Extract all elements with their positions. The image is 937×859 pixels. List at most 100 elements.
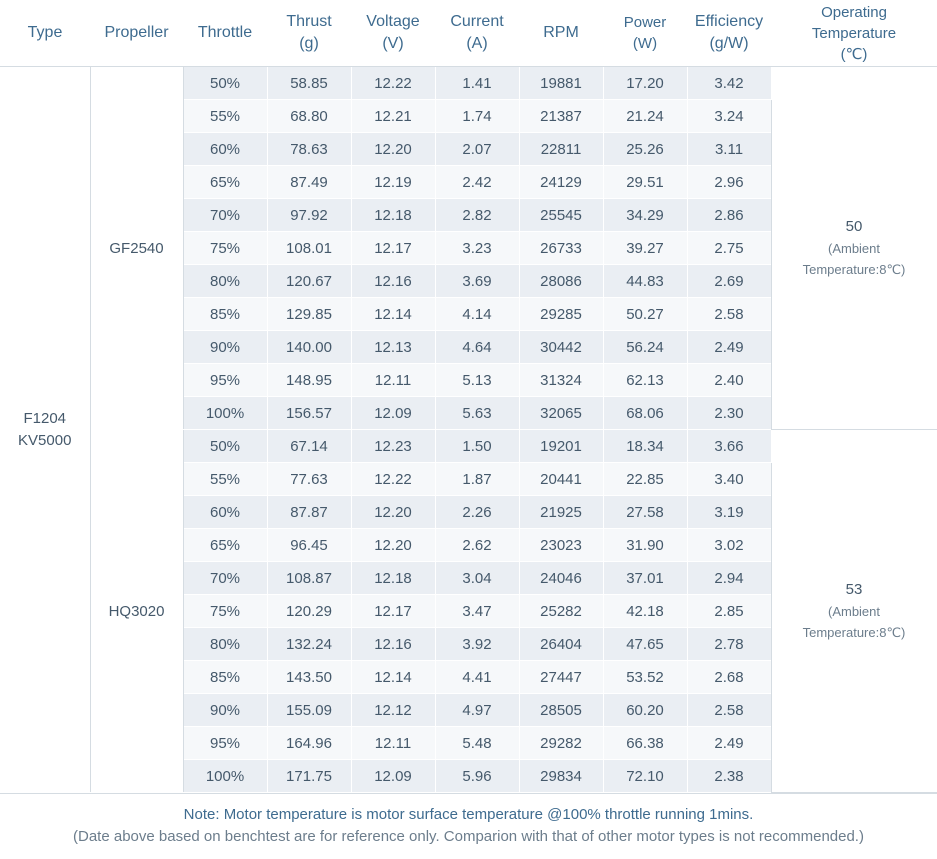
- cell-efficiency: 2.49: [687, 330, 772, 364]
- table-row: 70% 108.87 12.18 3.04 24046 37.01 2.94: [0, 561, 937, 595]
- temperature-value: 53: [845, 581, 863, 598]
- cell-rpm: 22811: [519, 132, 604, 166]
- cell-voltage: 12.09: [351, 759, 436, 793]
- cell-rpm: 29285: [519, 297, 604, 331]
- ambient-note: Temperature:8℃): [802, 262, 906, 277]
- header-thrust: Thrust (g): [267, 0, 351, 67]
- cell-thrust: 164.96: [267, 726, 352, 760]
- cell-current: 4.14: [435, 297, 520, 331]
- cell-throttle: 100%: [183, 396, 268, 430]
- cell-power: 47.65: [603, 627, 688, 661]
- cell-rpm: 24129: [519, 165, 604, 199]
- cell-current: 5.96: [435, 759, 520, 793]
- table-row: F1204 KV5000 GF2540 50% 58.85 12.22 1.41 19881 1…: [0, 66, 937, 793]
- header-propeller: Propeller: [90, 0, 183, 67]
- table-row: 55% 68.80 12.21 1.74 21387 21.24 3.24: [0, 99, 937, 133]
- cell-thrust: 87.87: [267, 495, 352, 529]
- temperature-value: 50: [845, 218, 863, 235]
- cell-power: 42.18: [603, 594, 688, 628]
- table-row: 100% 171.75 12.09 5.96 29834 72.10 2.38: [0, 759, 937, 793]
- cell-voltage: 12.18: [351, 561, 436, 595]
- header-throttle: Throttle: [183, 0, 267, 67]
- cell-power: 17.20: [603, 66, 688, 100]
- cell-throttle: 55%: [183, 99, 268, 133]
- cell-current: 2.07: [435, 132, 520, 166]
- cell-thrust: 120.29: [267, 594, 352, 628]
- propeller-cell: GF2540: [90, 66, 184, 430]
- table-row: 95% 148.95 12.11 5.13 31324 62.13 2.40: [0, 363, 937, 397]
- cell-efficiency: 3.11: [687, 132, 772, 166]
- cell-voltage: 12.13: [351, 330, 436, 364]
- table-row: 85% 129.85 12.14 4.14 29285 50.27 2.58: [0, 297, 937, 331]
- cell-thrust: 108.01: [267, 231, 352, 265]
- cell-power: 29.51: [603, 165, 688, 199]
- cell-thrust: 155.09: [267, 693, 352, 727]
- cell-thrust: 77.63: [267, 462, 352, 496]
- table-row: 75% 120.29 12.17 3.47 25282 42.18 2.85: [0, 594, 937, 628]
- note-line-2: (Date above based on benchtest are for r…: [73, 828, 864, 845]
- cell-throttle: 65%: [183, 165, 268, 199]
- table-row: 65% 96.45 12.20 2.62 23023 31.90 3.02: [0, 528, 937, 562]
- cell-voltage: 12.19: [351, 165, 436, 199]
- cell-current: 5.48: [435, 726, 520, 760]
- cell-thrust: 97.92: [267, 198, 352, 232]
- cell-rpm: 24046: [519, 561, 604, 595]
- cell-efficiency: 2.38: [687, 759, 772, 793]
- cell-efficiency: 2.85: [687, 594, 772, 628]
- cell-rpm: 30442: [519, 330, 604, 364]
- cell-rpm: 20441: [519, 462, 604, 496]
- cell-thrust: 96.45: [267, 528, 352, 562]
- cell-efficiency: 2.96: [687, 165, 772, 199]
- cell-rpm: 26404: [519, 627, 604, 661]
- cell-voltage: 12.20: [351, 495, 436, 529]
- temperature-cell: 50 (Ambient Temperature:8℃): [770, 66, 937, 430]
- cell-throttle: 60%: [183, 495, 268, 529]
- cell-thrust: 68.80: [267, 99, 352, 133]
- cell-current: 3.69: [435, 264, 520, 298]
- cell-efficiency: 2.78: [687, 627, 772, 661]
- ambient-note: Temperature:8℃): [802, 625, 906, 640]
- cell-efficiency: 3.02: [687, 528, 772, 562]
- table-row: 55% 77.63 12.22 1.87 20441 22.85 3.40: [0, 462, 937, 496]
- cell-thrust: 140.00: [267, 330, 352, 364]
- cell-efficiency: 2.94: [687, 561, 772, 595]
- cell-power: 39.27: [603, 231, 688, 265]
- cell-throttle: 80%: [183, 264, 268, 298]
- cell-voltage: 12.21: [351, 99, 436, 133]
- cell-voltage: 12.16: [351, 264, 436, 298]
- table-row: 65% 87.49 12.19 2.42 24129 29.51 2.96: [0, 165, 937, 199]
- cell-thrust: 87.49: [267, 165, 352, 199]
- cell-current: 1.41: [435, 66, 520, 100]
- cell-throttle: 70%: [183, 561, 268, 595]
- cell-thrust: 58.85: [267, 66, 352, 100]
- motor-type-line: F1204: [23, 409, 67, 427]
- cell-current: 3.47: [435, 594, 520, 628]
- cell-efficiency: 2.30: [687, 396, 772, 430]
- cell-throttle: 90%: [183, 693, 268, 727]
- cell-current: 3.23: [435, 231, 520, 265]
- cell-voltage: 12.17: [351, 231, 436, 265]
- cell-voltage: 12.11: [351, 363, 436, 397]
- cell-rpm: 23023: [519, 528, 604, 562]
- cell-power: 53.52: [603, 660, 688, 694]
- cell-current: 2.42: [435, 165, 520, 199]
- header-type: Type: [0, 0, 90, 67]
- table-row: 100% 156.57 12.09 5.63 32065 68.06 2.30: [0, 396, 937, 430]
- note-line-1: Note: Motor temperature is motor surface…: [183, 806, 754, 823]
- cell-current: 4.64: [435, 330, 520, 364]
- cell-throttle: 80%: [183, 627, 268, 661]
- cell-rpm: 19201: [519, 429, 604, 463]
- header-current: Current (A): [435, 0, 519, 67]
- cell-rpm: 27447: [519, 660, 604, 694]
- table-row: 90% 140.00 12.13 4.64 30442 56.24 2.49: [0, 330, 937, 364]
- cell-voltage: 12.18: [351, 198, 436, 232]
- cell-current: 1.74: [435, 99, 520, 133]
- cell-power: 27.58: [603, 495, 688, 529]
- cell-throttle: 100%: [183, 759, 268, 793]
- cell-rpm: 19881: [519, 66, 604, 100]
- cell-thrust: 148.95: [267, 363, 352, 397]
- table-row: 80% 120.67 12.16 3.69 28086 44.83 2.69: [0, 264, 937, 298]
- cell-throttle: 90%: [183, 330, 268, 364]
- cell-power: 44.83: [603, 264, 688, 298]
- cell-power: 37.01: [603, 561, 688, 595]
